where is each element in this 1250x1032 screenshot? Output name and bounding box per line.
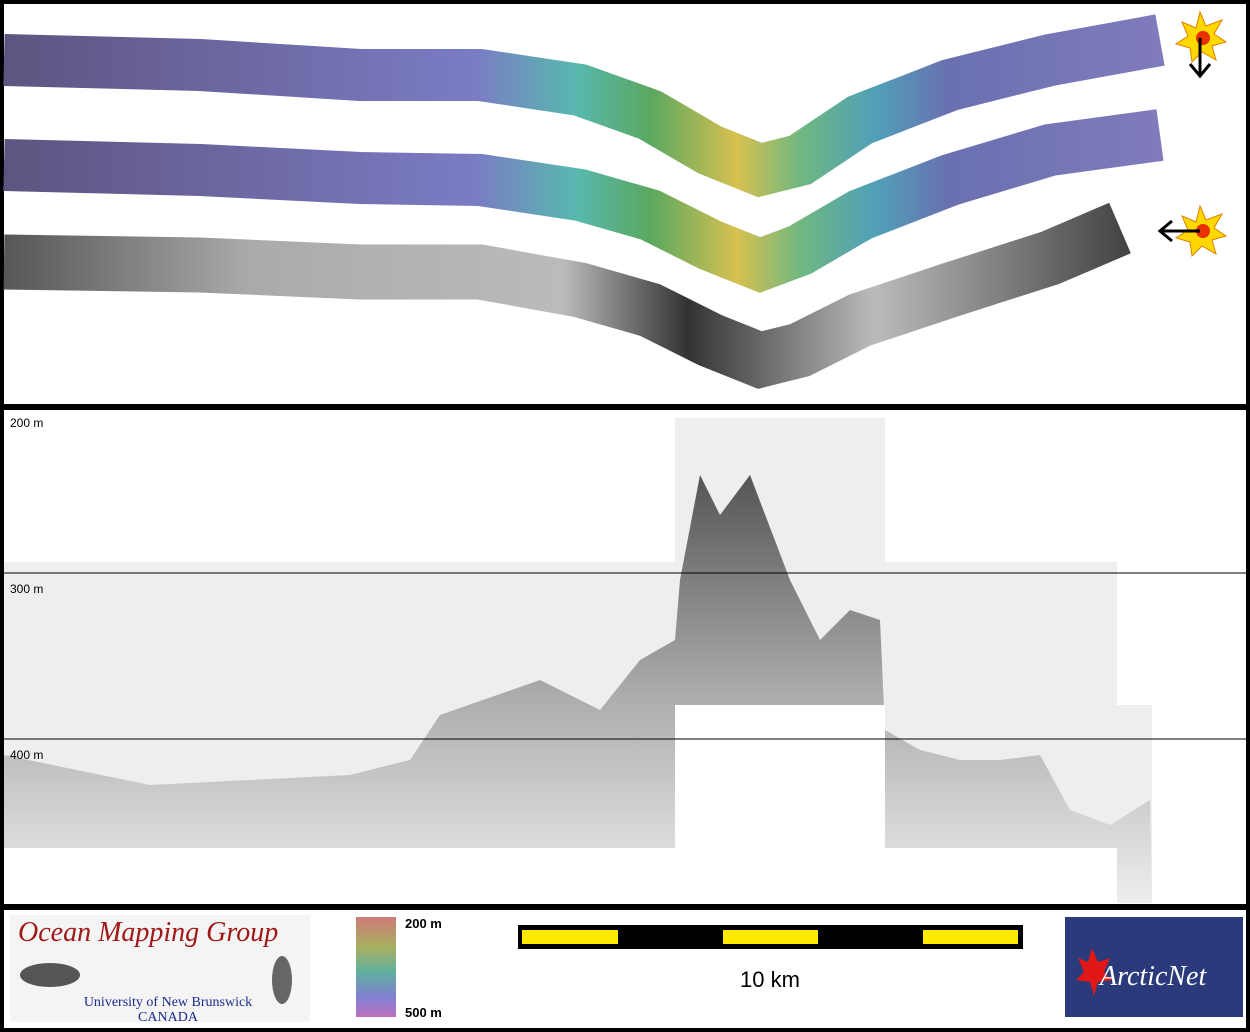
logo-graphic	[272, 956, 292, 1004]
color-scale-label: 500 m	[405, 1005, 442, 1020]
scale-bar-label: 10 km	[740, 967, 800, 992]
logo-title: Ocean Mapping Group	[18, 917, 278, 948]
scale-bar-segment	[522, 930, 618, 944]
color-scale	[356, 917, 396, 1017]
sun-icon	[1174, 10, 1228, 79]
logo-graphic	[20, 963, 80, 987]
backscatter-swath	[3, 202, 1131, 389]
profile-gap	[675, 705, 885, 848]
scale-bar-segment	[923, 930, 1018, 944]
color-scale-label: 200 m	[405, 916, 442, 931]
logo-university: University of New Brunswick	[84, 995, 252, 1010]
maple-leaf	[1076, 948, 1112, 996]
bathymetry-swath	[3, 14, 1165, 198]
sun-icon	[1157, 204, 1228, 258]
partner-logo-text: ArcticNet	[1098, 961, 1207, 992]
bathymetry-swath	[3, 109, 1164, 293]
logo-country: CANADA	[138, 1010, 199, 1025]
depth-label: 300 m	[10, 582, 43, 596]
scale-bar-segment	[723, 930, 818, 944]
depth-label: 400 m	[10, 748, 43, 762]
depth-label: 200 m	[10, 416, 43, 430]
